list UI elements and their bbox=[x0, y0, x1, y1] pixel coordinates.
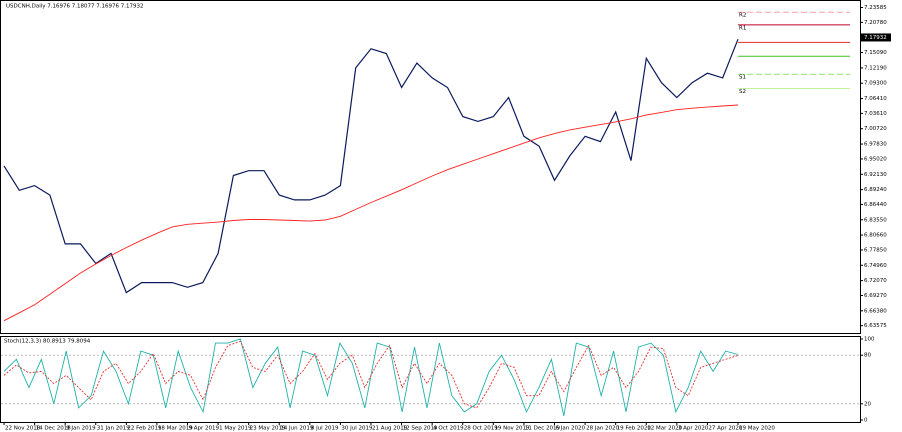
x-tick-label: 30 Jul 2019 bbox=[341, 426, 373, 432]
main-panel bbox=[0, 0, 861, 334]
chart-title: USDCNH,Daily 7.16976 7.18077 7.16976 7.1… bbox=[6, 4, 143, 10]
y-tick-label: 6.63575 bbox=[864, 323, 887, 329]
x-tick-label: 19 Nov 2019 bbox=[494, 426, 530, 432]
x-tick-label: 27 Apr 2020 bbox=[708, 426, 743, 432]
y-tick-label: 6.77850 bbox=[864, 247, 887, 253]
y-tick-label: 7.23585 bbox=[864, 5, 887, 11]
price-line bbox=[3, 38, 739, 294]
y-tick-label: 6.86440 bbox=[864, 202, 887, 208]
x-tick-label: 6 Jan 2020 bbox=[556, 426, 586, 432]
y-tick-label: 100 bbox=[864, 337, 875, 343]
y-tick-label: 7.00720 bbox=[864, 126, 887, 132]
stoch-title: Stoch(12,3,3) 80.8913 79.8094 bbox=[4, 339, 91, 345]
x-tick-label: 14 Jun 2019 bbox=[280, 426, 314, 432]
y-tick-label: 7.06410 bbox=[864, 96, 887, 102]
x-tick-label: 23 May 2019 bbox=[250, 426, 286, 432]
y-tick-label: 6.89240 bbox=[864, 187, 887, 193]
pivot-label: R1 bbox=[739, 25, 746, 31]
stoch-panel bbox=[0, 336, 861, 423]
y-tick-label: 0 bbox=[864, 418, 868, 424]
y-tick-label: 6.74960 bbox=[864, 263, 887, 269]
y-tick-label: 6.92130 bbox=[864, 172, 887, 178]
y-tick-label: 6.66380 bbox=[864, 308, 887, 314]
y-tick-label: 6.72070 bbox=[864, 278, 887, 284]
pivot-label: S2 bbox=[739, 89, 746, 95]
x-tick-label: 31 Jan 2019 bbox=[97, 426, 130, 432]
x-tick-label: 19 Feb 2020 bbox=[617, 426, 652, 432]
x-tick-label: 9 Jan 2019 bbox=[66, 426, 96, 432]
x-tick-label: 22 Nov 2018 bbox=[5, 426, 41, 432]
y-tick-label: 6.95020 bbox=[864, 156, 887, 162]
x-tick-label: 12 Sep 2019 bbox=[403, 426, 438, 432]
y-tick-label: 6.83550 bbox=[864, 217, 887, 223]
x-tick-label: 3 Apr 2020 bbox=[678, 426, 709, 432]
y-tick-label: 6.80660 bbox=[864, 233, 887, 239]
x-tick-label: 12 Mar 2020 bbox=[647, 426, 682, 432]
y-tick-label: 7.15090 bbox=[864, 50, 887, 56]
last-price-label: 7.17932 bbox=[864, 35, 887, 41]
last-price-box bbox=[861, 33, 891, 42]
x-tick-label: 8 Jul 2019 bbox=[311, 426, 339, 432]
x-tick-label: 22 Feb 2019 bbox=[127, 426, 162, 432]
y-tick-label: 7.12190 bbox=[864, 65, 887, 71]
y-tick-label: 20 bbox=[864, 401, 871, 407]
x-tick-label: 9 Apr 2019 bbox=[189, 426, 220, 432]
x-tick-label: 21 Aug 2019 bbox=[372, 426, 408, 432]
x-tick-label: 19 May 2020 bbox=[739, 426, 775, 432]
y-tick-label: 7.09300 bbox=[864, 81, 887, 87]
x-tick-label: 28 Oct 2019 bbox=[464, 426, 499, 432]
pivot-label: S1 bbox=[739, 75, 746, 81]
y-tick-label: 6.97830 bbox=[864, 142, 887, 148]
stoch-line bbox=[3, 340, 739, 409]
x-tick-label: 1 May 2019 bbox=[219, 426, 252, 432]
price-line bbox=[3, 104, 739, 322]
x-tick-label: 11 Dec 2019 bbox=[525, 426, 561, 432]
y-tick-label: 6.69270 bbox=[864, 293, 887, 299]
x-tick-label: 18 Mar 2019 bbox=[158, 426, 193, 432]
y-tick-label: 80 bbox=[864, 353, 871, 359]
x-tick-label: 4 Oct 2019 bbox=[433, 426, 464, 432]
y-tick-label: 7.20780 bbox=[864, 20, 887, 26]
y-tick-label: 7.03610 bbox=[864, 111, 887, 117]
x-tick-label: 28 Jan 2020 bbox=[586, 426, 619, 432]
x-tick-label: 14 Dec 2018 bbox=[36, 426, 72, 432]
pivot-label: R2 bbox=[739, 13, 746, 19]
